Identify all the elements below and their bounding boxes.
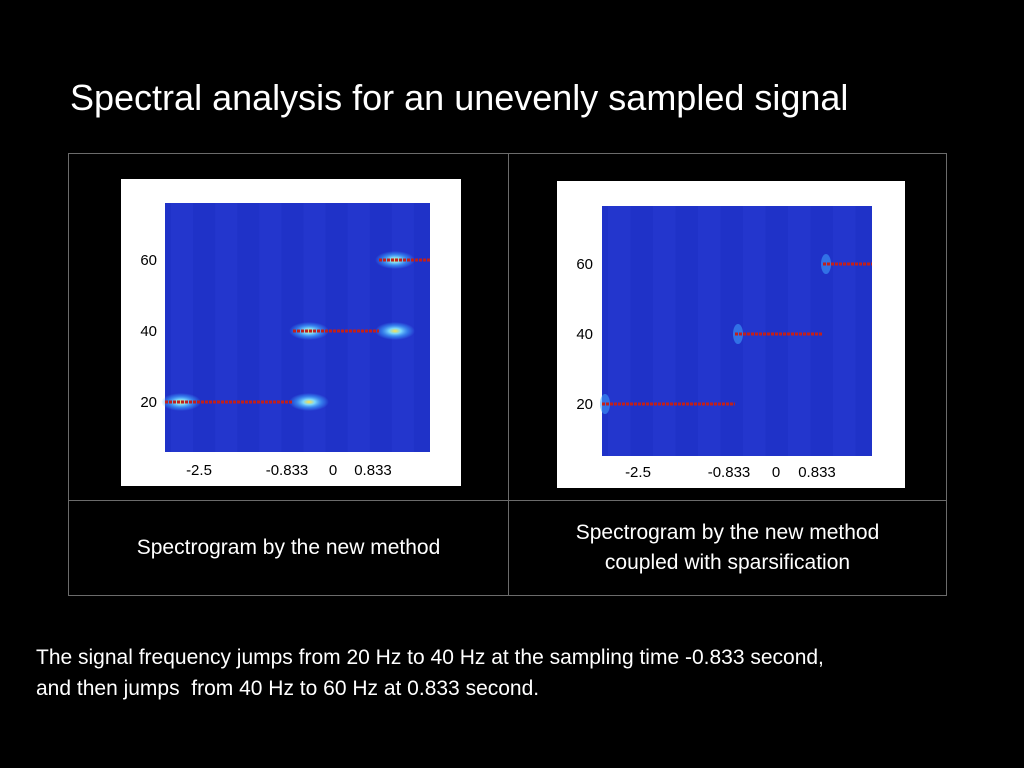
caption-left: Spectrogram by the new method bbox=[69, 501, 508, 595]
background-band bbox=[833, 206, 856, 456]
spectrogram-left: 20 40 60 -2.5 -0.833 0 0.833 bbox=[121, 179, 461, 486]
y-tick-label: 20 bbox=[140, 394, 157, 411]
y-tick-label: 60 bbox=[576, 256, 593, 273]
y-tick-label: 40 bbox=[140, 323, 157, 340]
spectrogram-left-svg: 20 40 60 -2.5 -0.833 0 0.833 bbox=[140, 203, 430, 479]
caption-right-line2: coupled with sparsification bbox=[604, 551, 851, 574]
background-band bbox=[608, 206, 631, 456]
x-tick-label: -0.833 bbox=[266, 462, 309, 479]
background-band bbox=[259, 203, 282, 452]
spectrogram-right-svg: 20 40 60 -2.5 -0.833 0 0.833 bbox=[576, 206, 872, 481]
table-divider-vertical bbox=[508, 154, 509, 595]
y-tick-label: 60 bbox=[140, 252, 157, 269]
table-divider-horizontal bbox=[69, 500, 946, 501]
caption-right: Spectrogram by the new method coupled wi… bbox=[509, 501, 946, 595]
x-tick-label: -0.833 bbox=[708, 464, 751, 481]
artifact-hotspot bbox=[289, 393, 329, 411]
background-band bbox=[788, 206, 811, 456]
description-line2: and then jumps from 40 Hz to 60 Hz at 0.… bbox=[36, 677, 540, 700]
background-band bbox=[653, 206, 676, 456]
artifact-hotspot bbox=[375, 322, 415, 340]
x-tick-label: 0 bbox=[772, 464, 780, 481]
description-line1: The signal frequency jumps from 20 Hz to… bbox=[36, 646, 824, 669]
caption-left-text: Spectrogram by the new method bbox=[136, 536, 441, 559]
background-band bbox=[347, 203, 370, 452]
background-band bbox=[743, 206, 766, 456]
y-tick-label: 40 bbox=[576, 326, 593, 343]
spectrogram-right: 20 40 60 -2.5 -0.833 0 0.833 bbox=[557, 181, 905, 488]
x-tick-label: 0 bbox=[329, 462, 337, 479]
x-tick-label: -2.5 bbox=[625, 464, 651, 481]
x-tick-label: 0.833 bbox=[354, 462, 392, 479]
x-tick-label: -2.5 bbox=[186, 462, 212, 479]
caption-right-line1: Spectrogram by the new method bbox=[575, 521, 880, 544]
description: The signal frequency jumps from 20 Hz to… bbox=[36, 642, 824, 704]
slide-title: Spectral analysis for an unevenly sample… bbox=[70, 77, 849, 118]
x-tick-label: 0.833 bbox=[798, 464, 836, 481]
y-tick-label: 20 bbox=[576, 396, 593, 413]
background-band bbox=[698, 206, 721, 456]
figure-table: 20 40 60 -2.5 -0.833 0 0.833 20 40 60 -2.5 -0.833 0… bbox=[68, 153, 947, 596]
background-band bbox=[171, 203, 194, 452]
background-band bbox=[215, 203, 238, 452]
